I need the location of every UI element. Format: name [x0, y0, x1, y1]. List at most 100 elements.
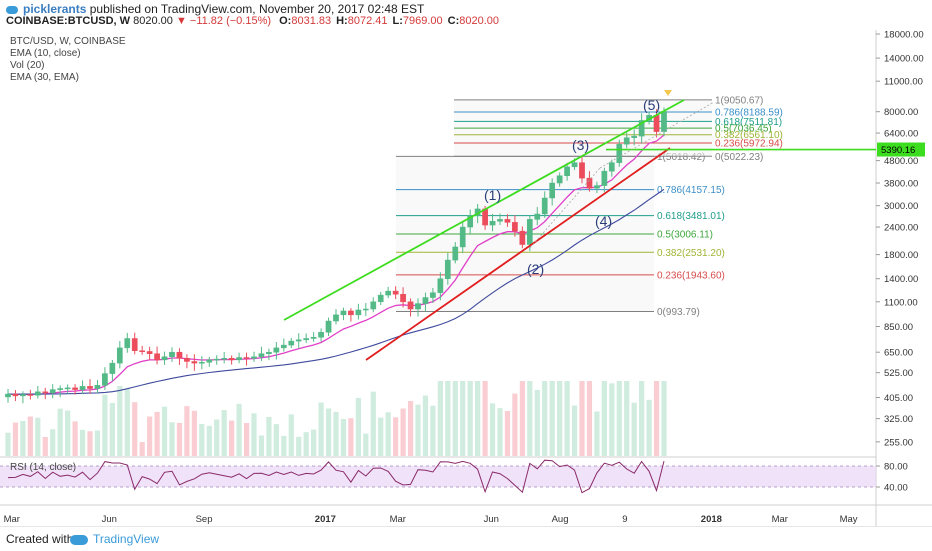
symbol-line: COINBASE:BTCUSD, W 8020.00 ▼ −11.82 (−0.…	[6, 15, 499, 27]
volume-bar	[363, 433, 369, 456]
volume-bar	[184, 406, 190, 456]
fib-level-label: 0.5(3006.11)	[657, 229, 713, 240]
volume-bar	[191, 410, 197, 456]
volume-bar	[445, 381, 451, 456]
fib-level-label: 0.236(1943.60)	[657, 270, 725, 281]
volume-bar	[422, 395, 429, 456]
candle-body	[362, 308, 369, 311]
x-axis-label: Mar	[4, 514, 20, 525]
fib-level-label: 0.786(8188.59)	[715, 107, 783, 118]
price-tick-label: 1100.00	[884, 297, 918, 308]
volume-bar	[564, 381, 570, 456]
candle-body	[631, 135, 638, 138]
fib-level-label: 0(993.79)	[657, 307, 700, 318]
author-link[interactable]: picklerants	[23, 2, 87, 16]
volume-bar	[102, 394, 108, 456]
rsi-tick-label: 40.00	[884, 483, 908, 494]
candle-body	[221, 358, 228, 360]
price-tick-label: 1800.00	[884, 250, 918, 261]
candle-body	[79, 386, 86, 390]
volume-bar	[407, 401, 414, 456]
x-axis-label: Aug	[552, 514, 569, 525]
x-axis-label: 9	[622, 514, 627, 525]
volume-bar	[35, 417, 41, 456]
volume-bar	[117, 386, 123, 456]
x-axis-label: 2018	[701, 514, 722, 525]
candle-body	[512, 222, 518, 232]
candle-body	[213, 358, 220, 361]
price-tick-label: 8000.00	[884, 107, 918, 118]
candle-body	[310, 336, 317, 339]
rsi-tick-label: 80.00	[884, 462, 908, 473]
volume-bar	[586, 381, 593, 456]
fib-level-label: 0.382(6561.10)	[715, 130, 783, 141]
volume-bar	[609, 383, 615, 456]
volume-bar	[206, 425, 212, 456]
last-price: 8020.00	[133, 15, 173, 27]
tradingview-brand[interactable]: TradingView	[70, 532, 159, 546]
price-chart[interactable]: 1(5018.42) 0.786(4157.15) 0.618(3481.01) 0.…	[0, 30, 932, 526]
fib-level-label: 0.382(2531.20)	[657, 248, 725, 259]
price-tick-label: 2400.00	[884, 223, 918, 234]
x-axis-label: Mar	[390, 514, 406, 525]
candle-body	[146, 351, 153, 354]
wave-label: (1)	[484, 187, 501, 203]
candle-body	[556, 175, 563, 184]
volume-bar	[65, 410, 71, 456]
candle-body	[42, 391, 49, 394]
volume-bar	[460, 381, 466, 456]
candle-body	[206, 359, 213, 363]
price-tick-label: 18000.00	[884, 30, 924, 41]
candle-body	[72, 387, 78, 390]
volume-bar	[27, 416, 33, 456]
volume-bar	[557, 381, 563, 456]
candle-body	[184, 358, 190, 362]
candle-body	[154, 353, 160, 361]
candle-body	[34, 391, 41, 396]
volume-bar	[489, 403, 496, 456]
volume-bar	[549, 381, 555, 456]
volume-bar	[273, 424, 279, 456]
ohlc-value: 7969.00	[402, 15, 443, 27]
tradingview-brand-label: TradingView	[93, 532, 160, 546]
volume-bar	[161, 406, 168, 456]
candle-body	[437, 278, 444, 293]
candle-body	[422, 297, 429, 304]
volume-bar	[147, 416, 153, 456]
footer: Created with TradingView	[0, 526, 932, 551]
ohlc-key: H:	[336, 15, 348, 27]
candle-body	[534, 213, 541, 220]
price-tick-label: 14000.00	[884, 54, 924, 65]
candle-body	[161, 356, 168, 361]
candle-body	[49, 389, 56, 394]
volume-bar	[370, 391, 376, 456]
volume-bar	[12, 422, 19, 456]
candle-body	[124, 338, 131, 349]
volume-bar	[594, 411, 600, 456]
volume-bar	[534, 389, 540, 456]
candle-body	[333, 314, 339, 322]
fib-level-label: 0.618(7511.81)	[715, 117, 782, 128]
volume-bar	[340, 418, 347, 456]
candle-body	[198, 362, 205, 364]
volume-bar	[378, 417, 384, 456]
rsi-label: RSI (14, close)	[10, 462, 76, 473]
wave-guide-line	[529, 167, 601, 249]
volume-bar	[482, 381, 488, 456]
volume-bar	[437, 381, 443, 456]
volume-bar	[601, 381, 607, 456]
wave-guide-line	[599, 101, 715, 169]
candle-body	[139, 350, 146, 352]
volume-bar	[631, 402, 637, 456]
candle-body	[601, 170, 608, 186]
volume-bar	[124, 388, 130, 456]
candle-body	[407, 301, 414, 310]
volume-bar	[303, 432, 309, 456]
candle-body	[64, 387, 71, 390]
volume-bar	[281, 435, 287, 456]
volume-bar	[50, 429, 56, 456]
fib-level-label: 0.236(5972.94)	[715, 138, 783, 149]
candle-body	[370, 301, 377, 310]
volume-bar	[229, 420, 235, 456]
candle-body	[549, 182, 556, 199]
